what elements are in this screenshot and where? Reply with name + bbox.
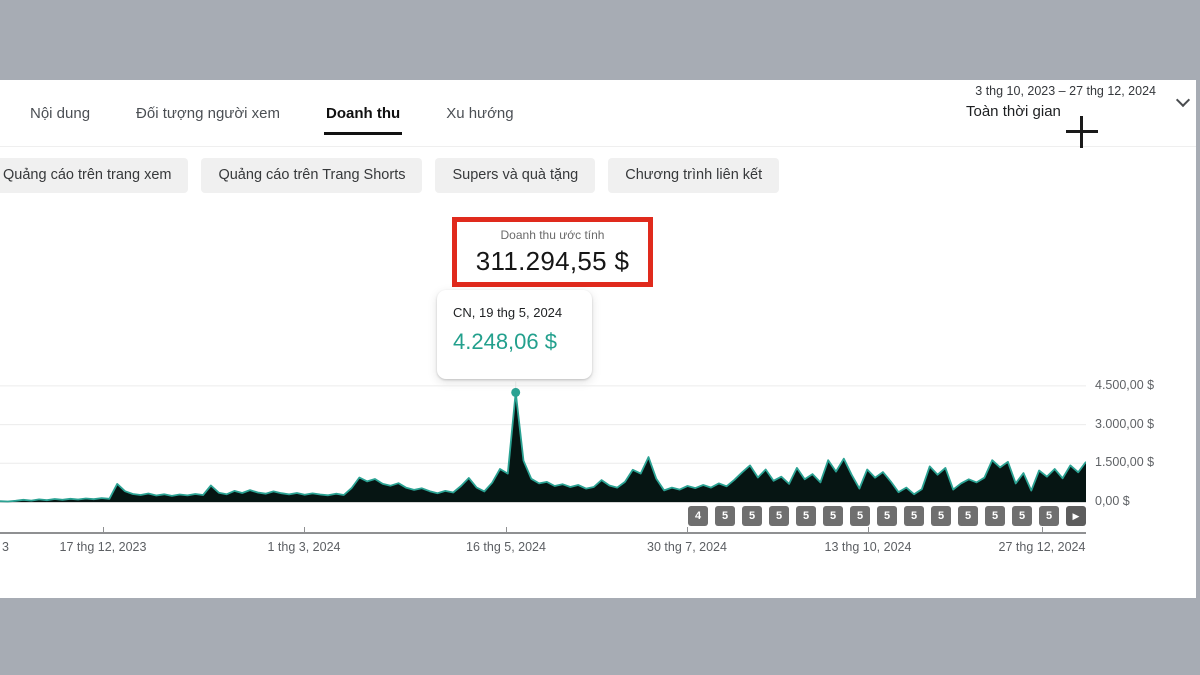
metric-value: 311.294,55 $ <box>475 245 630 276</box>
video-marker-badge-1[interactable]: 5 <box>715 506 735 526</box>
date-range-label[interactable]: 3 thg 10, 2023 – 27 thg 12, 2024 <box>975 84 1156 98</box>
revenue-area-chart[interactable] <box>0 374 1087 506</box>
x-tick-label-5: 13 thg 10, 2024 <box>824 540 912 554</box>
video-marker-badge-10[interactable]: 5 <box>958 506 978 526</box>
x-tick-label-0: 3 <box>2 540 9 554</box>
revenue-chip-1[interactable]: Quảng cáo trên Trang Shorts <box>201 158 423 193</box>
video-marker-badge-6[interactable]: 5 <box>850 506 870 526</box>
estimated-revenue-card[interactable]: Doanh thu ước tính 311.294,55 $ <box>452 217 653 287</box>
revenue-chip-0[interactable]: Quảng cáo trên trang xem <box>0 158 189 193</box>
analytics-tabs: Nội dung Đối tượng người xem Doanh thu Xu h… <box>28 95 516 135</box>
chart-tooltip: CN, 19 thg 5, 2024 4.248,06 $ <box>437 290 592 379</box>
revenue-chip-2[interactable]: Supers và quà tặng <box>435 158 596 193</box>
video-marker-badge-9[interactable]: 5 <box>931 506 951 526</box>
tab-1[interactable]: Đối tượng người xem <box>136 105 281 122</box>
x-tick-label-3: 16 thg 5, 2024 <box>466 540 546 554</box>
video-marker-badge-13[interactable]: 5 <box>1039 506 1059 526</box>
tooltip-value: 4.248,06 $ <box>453 329 557 354</box>
markers-expand-button[interactable]: ▶ <box>1066 506 1086 526</box>
y-tick-label-2: 1.500,00 $ <box>1095 455 1155 470</box>
tab-3[interactable]: Xu hướng <box>446 105 514 122</box>
tab-0[interactable]: Nội dung <box>30 105 91 122</box>
video-marker-badge-11[interactable]: 5 <box>985 506 1005 526</box>
tooltip-date: CN, 19 thg 5, 2024 <box>453 305 563 320</box>
x-tick-label-6: 27 thg 12, 2024 <box>998 540 1086 554</box>
x-axis-line <box>0 532 1086 534</box>
y-tick-label-0: 4.500,00 $ <box>1095 377 1155 392</box>
x-tick-label-4: 30 thg 7, 2024 <box>647 540 727 554</box>
video-marker-badge-5[interactable]: 5 <box>823 506 843 526</box>
video-marker-badge-7[interactable]: 5 <box>877 506 897 526</box>
x-tick-mark-4 <box>687 527 688 532</box>
revenue-source-chips: Quảng cáo trên trang xem Quảng cáo trên T… <box>0 158 780 193</box>
revenue-chip-3[interactable]: Chương trình liên kết <box>608 158 780 193</box>
y-tick-label-3: 0,00 $ <box>1095 494 1130 508</box>
video-marker-badge-0[interactable]: 4 <box>688 506 708 526</box>
video-marker-badge-2[interactable]: 5 <box>742 506 762 526</box>
x-tick-label-1: 17 thg 12, 2023 <box>59 540 147 554</box>
chevron-down-icon[interactable] <box>1178 95 1189 106</box>
y-tick-label-1: 3.000,00 $ <box>1095 416 1155 431</box>
video-marker-badge-8[interactable]: 5 <box>904 506 924 526</box>
video-marker-badge-3[interactable]: 5 <box>769 506 789 526</box>
analytics-panel: Nội dung Đối tượng người xem Doanh thu Xu h… <box>0 80 1196 598</box>
video-publish-markers: 4 5 5 5 5 5 5 5 5 5 5 5 5 5 ▶ <box>688 506 1086 526</box>
x-tick-mark-1 <box>103 527 104 532</box>
metric-label: Doanh thu ước tính <box>500 227 605 242</box>
x-tick-mark-5 <box>868 527 869 532</box>
x-tick-label-2: 1 thg 3, 2024 <box>267 540 341 554</box>
video-marker-badge-4[interactable]: 5 <box>796 506 816 526</box>
x-tick-mark-2 <box>304 527 305 532</box>
plus-cursor-icon <box>1066 116 1098 148</box>
video-marker-badge-12[interactable]: 5 <box>1012 506 1032 526</box>
x-tick-mark-6 <box>1042 527 1043 532</box>
tabs-divider <box>0 146 1196 147</box>
date-preset-label[interactable]: Toàn thời gian <box>966 103 1061 120</box>
tab-2[interactable]: Doanh thu <box>324 95 403 135</box>
x-tick-mark-3 <box>506 527 507 532</box>
